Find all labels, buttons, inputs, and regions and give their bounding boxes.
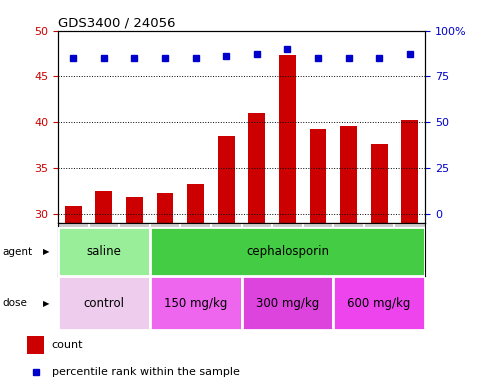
Text: GSM253593: GSM253593 — [313, 227, 323, 286]
Bar — [333, 276, 425, 330]
Text: GSM253594: GSM253594 — [343, 227, 354, 286]
Text: ▶: ▶ — [43, 299, 49, 308]
Bar — [371, 144, 387, 223]
Text: count: count — [52, 340, 83, 350]
Text: GSM253590: GSM253590 — [221, 227, 231, 286]
Bar — [28, 336, 43, 354]
Text: dose: dose — [2, 298, 28, 308]
Bar — [218, 136, 235, 223]
Text: 600 mg/kg: 600 mg/kg — [347, 297, 411, 310]
Text: GSM253585: GSM253585 — [68, 227, 78, 286]
Bar — [340, 126, 357, 223]
Bar — [96, 191, 112, 223]
Text: GSM253591: GSM253591 — [252, 227, 262, 286]
Text: GDS3400 / 24056: GDS3400 / 24056 — [58, 17, 175, 30]
Text: saline: saline — [86, 245, 121, 258]
Text: percentile rank within the sample: percentile rank within the sample — [52, 367, 240, 377]
Bar — [156, 192, 173, 223]
Text: 150 mg/kg: 150 mg/kg — [164, 297, 227, 310]
Bar — [242, 276, 333, 330]
Text: GSM253587: GSM253587 — [129, 227, 140, 286]
Bar — [187, 184, 204, 223]
Text: 300 mg/kg: 300 mg/kg — [256, 297, 319, 310]
Text: agent: agent — [2, 247, 32, 257]
Text: GSM253588: GSM253588 — [160, 227, 170, 286]
Bar — [279, 55, 296, 223]
Bar — [248, 113, 265, 223]
Text: GSM253586: GSM253586 — [99, 227, 109, 286]
Text: ▶: ▶ — [43, 247, 49, 256]
Text: GSM253592: GSM253592 — [283, 227, 292, 286]
Text: cephalosporin: cephalosporin — [246, 245, 329, 258]
Bar — [310, 129, 327, 223]
Bar — [401, 120, 418, 223]
Bar — [58, 276, 150, 330]
Text: GSM253589: GSM253589 — [191, 227, 200, 286]
Bar — [150, 227, 425, 276]
Text: GSM253596: GSM253596 — [405, 227, 415, 286]
Text: GSM253595: GSM253595 — [374, 227, 384, 286]
Bar — [150, 276, 242, 330]
Bar — [65, 206, 82, 223]
Bar — [58, 227, 150, 276]
Text: control: control — [84, 297, 124, 310]
Bar — [126, 197, 143, 223]
